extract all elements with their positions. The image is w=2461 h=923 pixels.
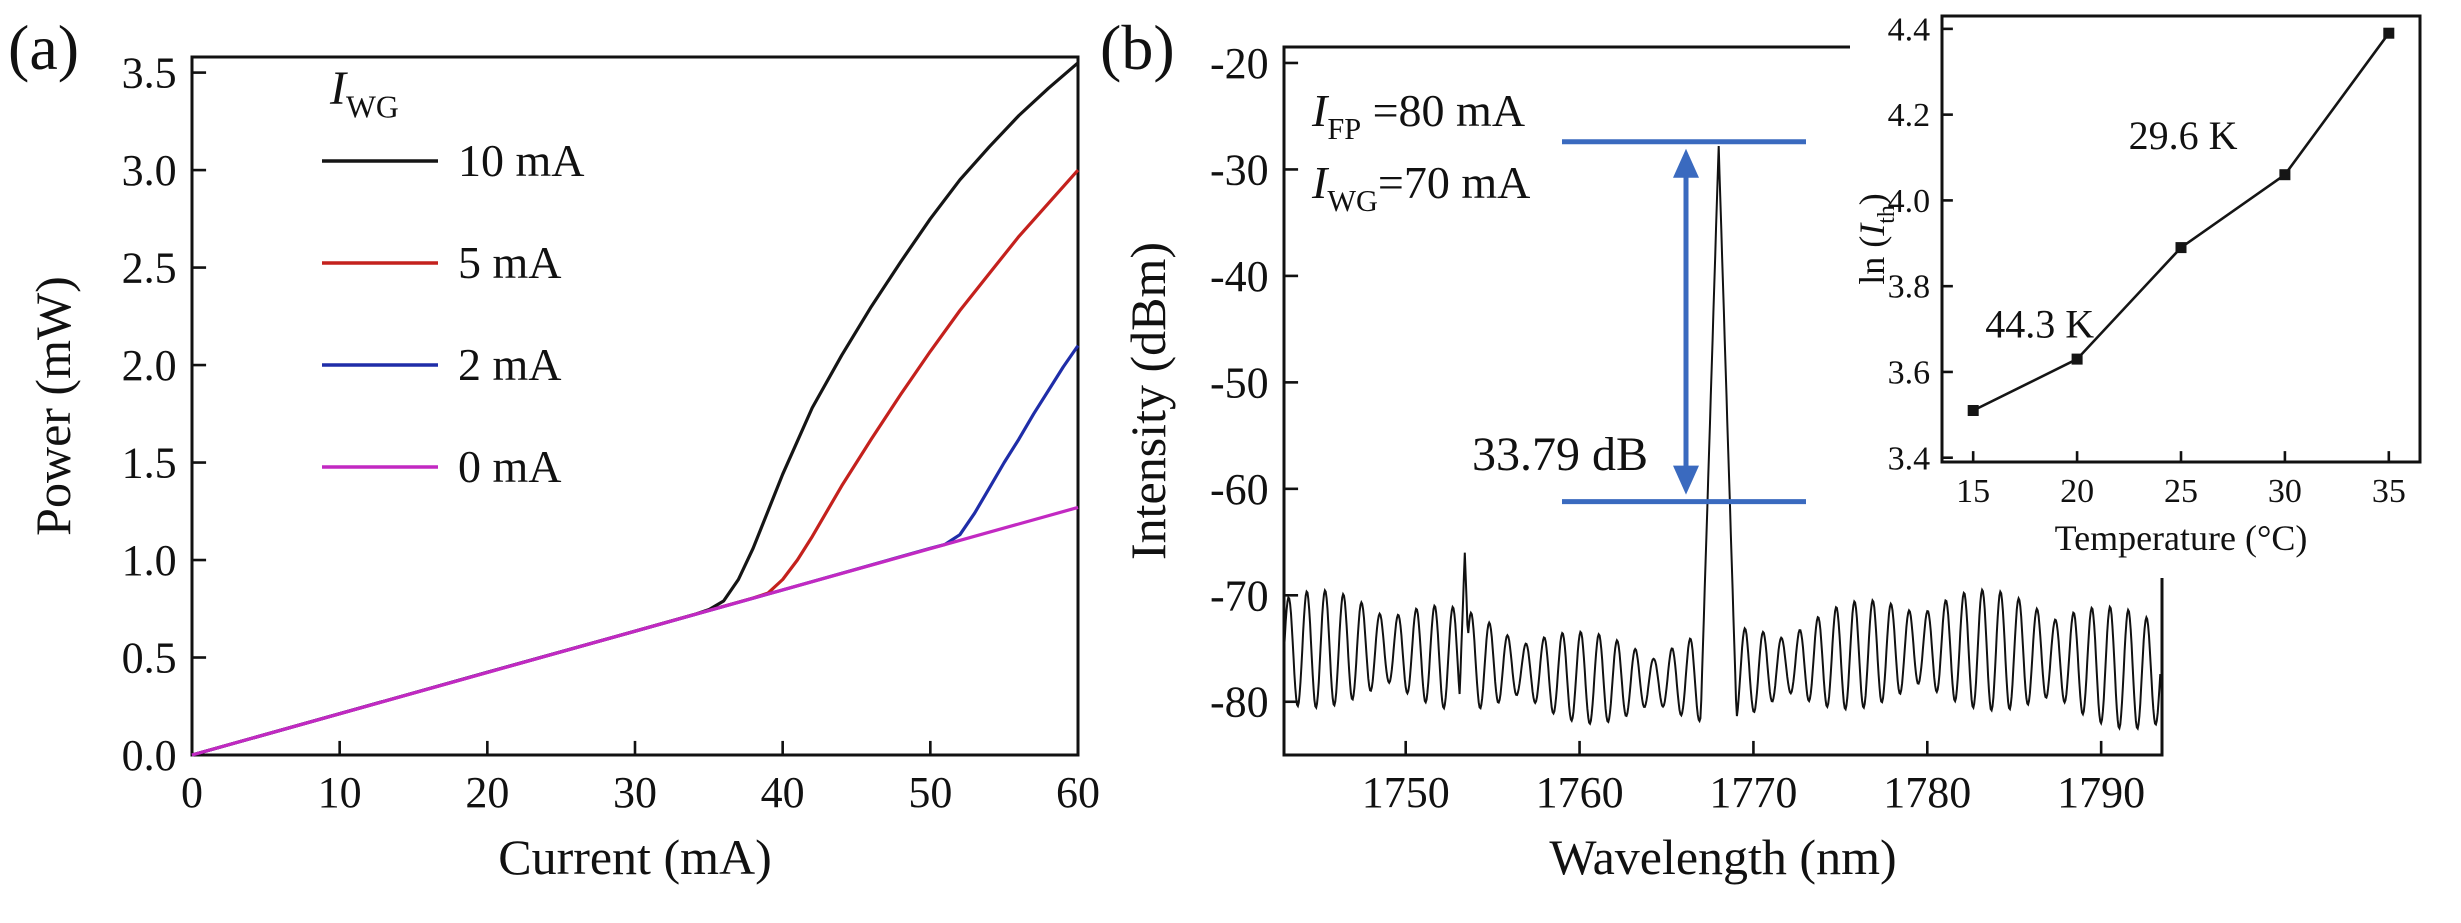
inset-y-axis-label: ln (Ith)	[1852, 193, 1900, 284]
legend-label: 0 mA	[458, 441, 562, 492]
iwg-current-annotation: IWG=70 mA	[1311, 157, 1530, 218]
panel-b-y-axis-label: Intensity (dBm)	[1120, 242, 1176, 560]
inset-y-tick-label: 3.4	[1888, 440, 1931, 477]
li-curve-10mA	[191, 61, 1080, 757]
panel-a-y-tick-label: 1.5	[122, 439, 177, 488]
inset-y-tick-label: 4.0	[1888, 183, 1931, 220]
panel-b-y-tick-label: -40	[1210, 252, 1269, 301]
ifp-current-annotation: IFP =80 mA	[1311, 85, 1525, 146]
smsr-value-label: 33.79 dB	[1472, 428, 1648, 481]
inset-chart: 15 20 25 30 35 3.4 3.6 3.8 4.0 4.2 4.4 Temperature …	[1850, 0, 2461, 578]
panel-a-y-axis-label: Power (mW)	[25, 276, 81, 536]
smsr-arrow-head-down	[1673, 465, 1699, 495]
inset-y-tick-label: 3.6	[1888, 355, 1931, 392]
panel-a-x-tick-label: 40	[761, 768, 805, 817]
panel-b-label: (b)	[1100, 12, 1175, 83]
panel-b-y-tick-label: -80	[1210, 678, 1269, 727]
panel-b-y-tick-label: -70	[1210, 571, 1269, 620]
smsr-arrow-head-up	[1673, 148, 1699, 178]
panel-b-x-tick-label: 1750	[1362, 768, 1450, 817]
panel-b-y-tick-label: -50	[1210, 358, 1269, 407]
li-curve-0mA	[191, 505, 1079, 757]
inset-y-tick-label: 3.8	[1888, 269, 1931, 306]
panel-b-x-tick-label: 1760	[1536, 768, 1624, 817]
panel-a-x-tick-label: 20	[465, 768, 509, 817]
panel-b-chart: 1750 1760 1770 1780 1790 -20 -30 -40 -50 -60 -70 -8…	[1120, 39, 2164, 885]
panel-b-y-tick-label: -20	[1210, 39, 1269, 88]
panel-a-y-tick-label: 1.0	[122, 536, 177, 585]
panel-a-x-tick-label: 50	[908, 768, 952, 817]
panel-b-x-tick-label: 1770	[1709, 768, 1797, 817]
panel-a-x-tick-label: 0	[181, 768, 203, 817]
panel-a-label: (a)	[8, 12, 80, 83]
inset-background	[1850, 0, 2461, 578]
inset-x-tick-label: 20	[2060, 473, 2094, 510]
legend-label: 10 mA	[458, 135, 585, 186]
data-point-marker	[2279, 169, 2291, 181]
optical-spectrum-trace	[1283, 145, 2162, 731]
panel-a-y-tick-label: 2.5	[122, 244, 177, 293]
panel-a-y-tick-label: 2.0	[122, 341, 177, 390]
legend-title: IWG	[329, 62, 399, 124]
legend-label: 5 mA	[458, 237, 562, 288]
li-curve-5mA	[191, 169, 1080, 757]
inset-y-tick-label: 4.4	[1888, 11, 1931, 48]
li-curve-2mA	[191, 344, 1080, 757]
characteristic-temperature-annotation: 44.3 K	[1985, 302, 2094, 347]
inset-y-tick-label: 4.2	[1888, 97, 1931, 134]
panel-a-y-tick-label: 0.5	[122, 633, 177, 682]
panel-b-x-tick-label: 1790	[2057, 768, 2145, 817]
panel-a-y-tick-label: 0.0	[122, 731, 177, 780]
panel-a-x-tick-label: 30	[613, 768, 657, 817]
inset-x-tick-label: 35	[2372, 473, 2406, 510]
panel-a-y-tick-label: 3.0	[122, 146, 177, 195]
panel-a-x-axis-label: Current (mA)	[498, 829, 772, 885]
panel-b-x-axis-label: Wavelength (nm)	[1549, 829, 1896, 885]
panel-a-chart: 0 10 20 30 40 50 60 0.0 0.5 1.0 1.5 2.0 2.5 3.0 3.5 Cur…	[25, 49, 1100, 885]
data-point-marker	[1967, 405, 1979, 416]
legend-label: 2 mA	[458, 339, 562, 390]
inset-x-tick-label: 30	[2268, 473, 2302, 510]
data-point-marker	[2175, 242, 2187, 254]
panel-a-x-tick-label: 60	[1056, 768, 1100, 817]
panel-a-y-tick-label: 3.5	[122, 49, 177, 98]
data-point-marker	[2071, 353, 2083, 365]
panel-b-y-tick-label: -60	[1210, 465, 1269, 514]
characteristic-temperature-annotation: 29.6 K	[2129, 113, 2238, 158]
panel-a-x-tick-label: 10	[318, 768, 362, 817]
inset-x-tick-label: 15	[1956, 473, 1990, 510]
panel-b-y-tick-label: -30	[1210, 145, 1269, 194]
data-point-marker	[2383, 27, 2395, 39]
panel-b-x-tick-label: 1780	[1883, 768, 1971, 817]
inset-x-tick-label: 25	[2164, 473, 2198, 510]
inset-x-axis-label: Temperature (°C)	[2055, 518, 2308, 558]
